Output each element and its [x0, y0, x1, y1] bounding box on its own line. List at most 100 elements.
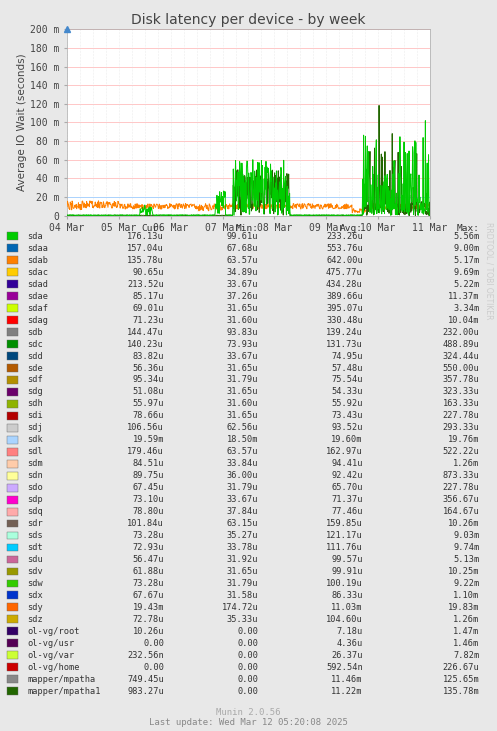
Text: 104.60u: 104.60u: [326, 615, 363, 624]
Text: 3.34m: 3.34m: [453, 303, 480, 313]
Text: 139.24u: 139.24u: [326, 327, 363, 336]
Text: 57.48u: 57.48u: [331, 363, 363, 373]
Text: 135.78u: 135.78u: [127, 256, 164, 265]
Text: 11.03m: 11.03m: [331, 603, 363, 612]
Text: 522.22u: 522.22u: [443, 447, 480, 456]
Text: 83.82u: 83.82u: [133, 352, 164, 360]
Text: 67.68u: 67.68u: [227, 244, 258, 253]
Text: 488.89u: 488.89u: [443, 340, 480, 349]
Text: 293.33u: 293.33u: [443, 423, 480, 432]
Text: 125.65m: 125.65m: [443, 675, 480, 683]
Text: 72.78u: 72.78u: [133, 615, 164, 624]
Text: 159.85u: 159.85u: [326, 519, 363, 528]
Text: 232.00u: 232.00u: [443, 327, 480, 336]
Text: 121.17u: 121.17u: [326, 531, 363, 540]
Text: 5.56m: 5.56m: [453, 232, 480, 241]
Text: 67.45u: 67.45u: [133, 483, 164, 492]
Text: sdh: sdh: [27, 399, 43, 409]
Text: 475.77u: 475.77u: [326, 268, 363, 277]
Text: 10.25m: 10.25m: [448, 567, 480, 576]
Text: 983.27u: 983.27u: [127, 686, 164, 696]
Text: 111.76u: 111.76u: [326, 543, 363, 552]
Text: Cur:: Cur:: [141, 224, 164, 233]
Text: 9.22m: 9.22m: [453, 579, 480, 588]
Text: 99.57u: 99.57u: [331, 555, 363, 564]
Text: sdb: sdb: [27, 327, 43, 336]
Text: sdad: sdad: [27, 280, 48, 289]
Text: 67.67u: 67.67u: [133, 591, 164, 600]
Text: 11.46m: 11.46m: [331, 675, 363, 683]
Text: 55.92u: 55.92u: [331, 399, 363, 409]
Text: sda: sda: [27, 232, 43, 241]
Text: RRDTOOL / TOBI OETIKER: RRDTOOL / TOBI OETIKER: [484, 221, 493, 319]
Text: sds: sds: [27, 531, 43, 540]
Text: 10.26u: 10.26u: [133, 626, 164, 636]
Text: 162.97u: 162.97u: [326, 447, 363, 456]
Text: sdj: sdj: [27, 423, 43, 432]
Text: 140.23u: 140.23u: [127, 340, 164, 349]
Text: 37.26u: 37.26u: [227, 292, 258, 300]
Text: 233.26u: 233.26u: [326, 232, 363, 241]
Text: 71.37u: 71.37u: [331, 495, 363, 504]
Text: 31.58u: 31.58u: [227, 591, 258, 600]
Text: sdl: sdl: [27, 447, 43, 456]
Text: sdt: sdt: [27, 543, 43, 552]
Text: sdw: sdw: [27, 579, 43, 588]
Text: 0.00: 0.00: [238, 663, 258, 672]
Text: 31.60u: 31.60u: [227, 316, 258, 325]
Text: 33.67u: 33.67u: [227, 352, 258, 360]
Text: Min:: Min:: [236, 224, 258, 233]
Text: 11.22m: 11.22m: [331, 686, 363, 696]
Text: sdv: sdv: [27, 567, 43, 576]
Text: 19.76m: 19.76m: [448, 436, 480, 444]
Text: sdab: sdab: [27, 256, 48, 265]
Text: 1.26m: 1.26m: [453, 615, 480, 624]
Text: 642.00u: 642.00u: [326, 256, 363, 265]
Text: sdr: sdr: [27, 519, 43, 528]
Text: 434.28u: 434.28u: [326, 280, 363, 289]
Text: 35.33u: 35.33u: [227, 615, 258, 624]
Text: sdp: sdp: [27, 495, 43, 504]
Text: 0.00: 0.00: [238, 651, 258, 659]
Text: 0.00: 0.00: [238, 686, 258, 696]
Text: 63.57u: 63.57u: [227, 256, 258, 265]
Text: 31.65u: 31.65u: [227, 387, 258, 396]
Text: 31.92u: 31.92u: [227, 555, 258, 564]
Text: 10.04m: 10.04m: [448, 316, 480, 325]
Text: 93.52u: 93.52u: [331, 423, 363, 432]
Text: sdae: sdae: [27, 292, 48, 300]
Text: 63.57u: 63.57u: [227, 447, 258, 456]
Text: 324.44u: 324.44u: [443, 352, 480, 360]
Text: 1.47m: 1.47m: [453, 626, 480, 636]
Text: 90.65u: 90.65u: [133, 268, 164, 277]
Text: 0.00: 0.00: [238, 626, 258, 636]
Text: ol-vg/home: ol-vg/home: [27, 663, 80, 672]
Text: 227.78u: 227.78u: [443, 483, 480, 492]
Text: 56.47u: 56.47u: [133, 555, 164, 564]
Text: 73.43u: 73.43u: [331, 412, 363, 420]
Text: sdac: sdac: [27, 268, 48, 277]
Text: 330.48u: 330.48u: [326, 316, 363, 325]
Text: 101.84u: 101.84u: [127, 519, 164, 528]
Text: 31.65u: 31.65u: [227, 363, 258, 373]
Text: 1.10m: 1.10m: [453, 591, 480, 600]
Text: 77.46u: 77.46u: [331, 507, 363, 516]
Text: sdk: sdk: [27, 436, 43, 444]
Text: 31.65u: 31.65u: [227, 567, 258, 576]
Text: 213.52u: 213.52u: [127, 280, 164, 289]
Text: ol-vg/usr: ol-vg/usr: [27, 639, 75, 648]
Text: mapper/mpatha1: mapper/mpatha1: [27, 686, 101, 696]
Text: 19.83m: 19.83m: [448, 603, 480, 612]
Text: 31.79u: 31.79u: [227, 579, 258, 588]
Text: 86.33u: 86.33u: [331, 591, 363, 600]
Text: 5.22m: 5.22m: [453, 280, 480, 289]
Text: 78.80u: 78.80u: [133, 507, 164, 516]
Text: 84.51u: 84.51u: [133, 459, 164, 469]
Text: 232.56n: 232.56n: [127, 651, 164, 659]
Text: sdn: sdn: [27, 471, 43, 480]
Text: 550.00u: 550.00u: [443, 363, 480, 373]
Text: 99.61u: 99.61u: [227, 232, 258, 241]
Text: 106.56u: 106.56u: [127, 423, 164, 432]
Y-axis label: Average IO Wait (seconds): Average IO Wait (seconds): [17, 53, 27, 192]
Text: 0.00: 0.00: [143, 639, 164, 648]
